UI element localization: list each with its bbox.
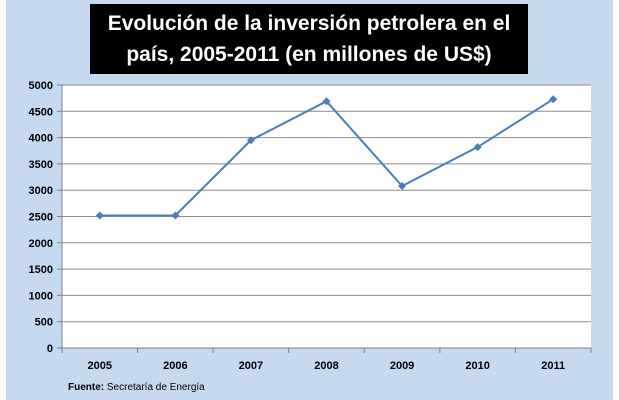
data-point (171, 211, 180, 220)
data-point (246, 136, 255, 145)
y-tick-label: 1500 (29, 264, 53, 276)
y-tick-label: 4500 (29, 106, 53, 118)
chart-title: Evolución de la inversión petrolera en e… (90, 4, 528, 74)
y-tick-label: 5000 (29, 80, 53, 92)
y-tick-labels: 0 500 1000 1500 2000 2500 3000 3500 4000 4500 5000 (29, 80, 53, 355)
y-tick-label: 4000 (29, 133, 53, 145)
axes (61, 85, 592, 353)
x-tick-label: 2010 (465, 360, 489, 372)
y-tick-label: 1000 (29, 290, 53, 302)
chart-title-line-1: Evolución de la inversión petrolera en e… (107, 12, 511, 35)
y-tick-label: 500 (35, 317, 53, 329)
x-tick-label: 2009 (390, 360, 414, 372)
y-tick-label: 0 (47, 343, 53, 355)
data-point (549, 95, 558, 104)
series-markers (95, 95, 558, 220)
y-tick-label: 2500 (29, 212, 53, 224)
source-label: Fuente: (68, 382, 105, 393)
data-point (95, 211, 104, 220)
gridlines (57, 84, 591, 349)
chart-title-line-2: país, 2005-2011 (en millones de US$) (126, 43, 492, 66)
x-tick-labels: 2005 2006 2007 2008 2009 2010 2011 (88, 360, 566, 372)
x-tick-label: 2008 (314, 360, 338, 372)
data-point (398, 181, 407, 190)
y-tick-label: 3500 (29, 159, 53, 171)
data-point (322, 97, 331, 106)
x-tick-label: 2005 (88, 360, 112, 372)
y-tick-label: 2000 (29, 238, 53, 250)
data-point (473, 143, 482, 152)
source-text: Secretaría de Energía (106, 382, 205, 393)
source-note: Fuente: Secretaría de Energía (68, 382, 205, 393)
x-tick-label: 2011 (541, 360, 565, 372)
x-tick-label: 2006 (163, 360, 187, 372)
y-tick-label: 3000 (29, 185, 53, 197)
x-tick-label: 2007 (239, 360, 263, 372)
